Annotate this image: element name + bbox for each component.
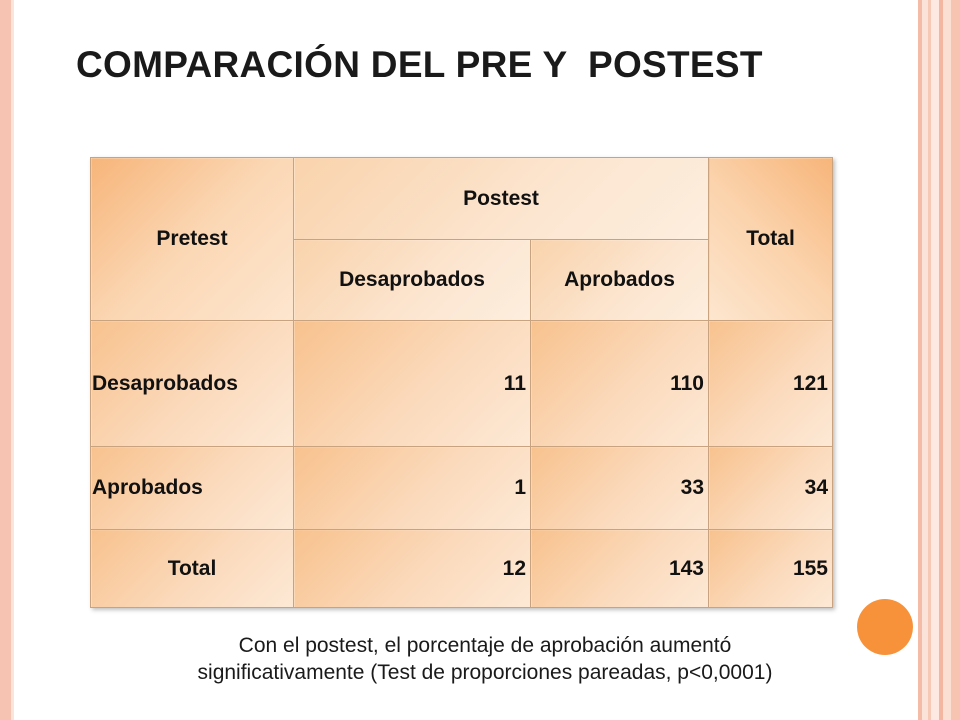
- cell-total: 121: [708, 320, 833, 447]
- header-total: Total: [708, 157, 833, 321]
- left-border-inner-decoration: [11, 0, 14, 720]
- slide-title: COMPARACIÓN DEL PRE Y POSTEST: [76, 44, 763, 85]
- cell-desaprobados: 11: [293, 320, 531, 447]
- table-row: Desaprobados 11 110 121: [90, 320, 833, 447]
- cell-desaprobados: 12: [293, 529, 531, 608]
- row-label: Desaprobados: [90, 320, 294, 447]
- cell-aprobados: 33: [530, 446, 709, 530]
- caption-line-1: Con el postest, el porcentaje de aprobac…: [238, 634, 732, 657]
- subheader-aprobados: Aprobados: [530, 239, 709, 321]
- cell-aprobados: 143: [530, 529, 709, 608]
- caption-line-2: significativamente (Test de proporciones…: [197, 661, 773, 684]
- subheader-desaprobados: Desaprobados: [293, 239, 531, 321]
- header-pretest: Pretest: [90, 157, 294, 321]
- orange-circle-decoration: [857, 599, 913, 655]
- row-label: Aprobados: [90, 446, 294, 530]
- row-label: Total: [90, 529, 294, 608]
- cell-desaprobados: 1: [293, 446, 531, 530]
- header-postest: Postest: [293, 157, 709, 240]
- comparison-table: Pretest Postest Total Desaprobados Aprob…: [90, 157, 833, 608]
- cell-total: 155: [708, 529, 833, 608]
- table-row: Aprobados 1 33 34: [90, 446, 833, 530]
- cell-aprobados: 110: [530, 320, 709, 447]
- cell-total: 34: [708, 446, 833, 530]
- table-row: Total 12 143 155: [90, 529, 833, 608]
- conclusion-caption: Con el postest, el porcentaje de aprobac…: [60, 632, 910, 686]
- right-stripes-decoration: [914, 0, 960, 720]
- left-border-decoration: [0, 0, 11, 720]
